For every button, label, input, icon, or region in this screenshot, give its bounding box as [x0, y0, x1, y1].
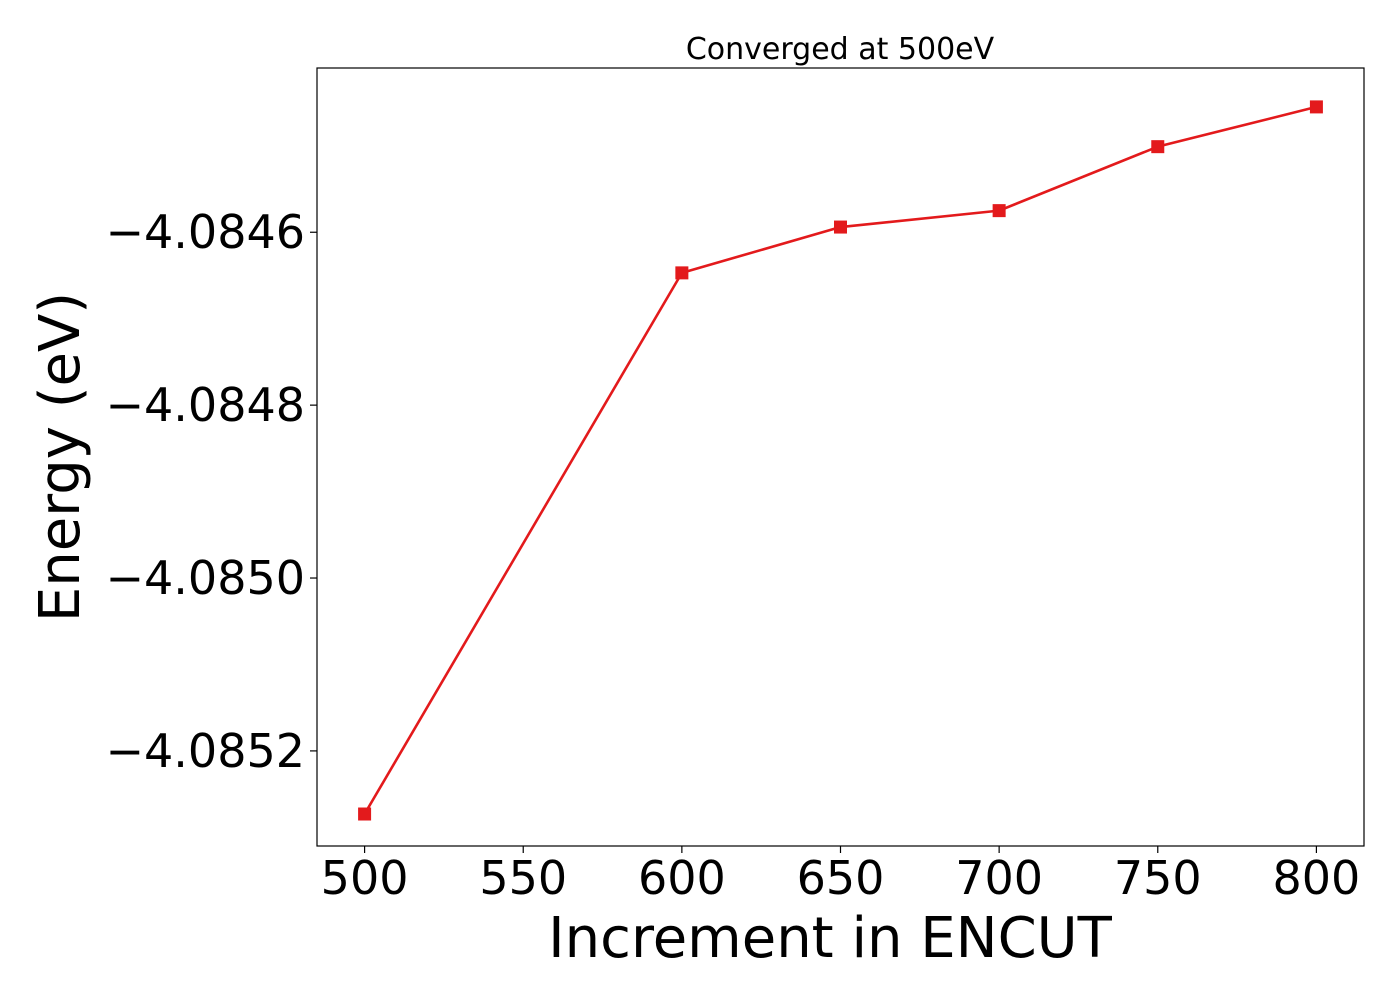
y-tick-label: −4.0850: [106, 551, 306, 605]
data-point: [834, 220, 847, 234]
chart-title: Converged at 500eV: [686, 32, 995, 67]
data-point: [358, 807, 372, 821]
data-point: [675, 266, 689, 280]
data-point: [1309, 100, 1323, 114]
x-tick-label: 600: [638, 851, 726, 905]
x-tick-label: 650: [797, 851, 885, 905]
y-tick-label: −4.0846: [106, 205, 306, 259]
y-axis: −4.0846 −4.0848 −4.0850 −4.0852: [106, 205, 317, 778]
x-tick-label: 800: [1273, 851, 1361, 905]
data-point: [992, 204, 1006, 218]
y-axis-label: Energy (eV): [28, 292, 93, 622]
data-point: [1151, 140, 1165, 154]
x-tick-label: 700: [955, 851, 1043, 905]
series-line: [363, 105, 1317, 815]
plot-frame: [316, 67, 1365, 847]
x-axis: 500 550 600 650 700 750 800: [321, 846, 1361, 905]
x-tick-label: 500: [321, 851, 409, 905]
series-layer: [358, 100, 1323, 821]
y-tick-label: −4.0848: [106, 378, 306, 432]
x-axis-label: Increment in ENCUT: [548, 906, 1113, 971]
y-tick-label: −4.0852: [106, 724, 306, 778]
x-tick-label: 550: [479, 851, 567, 905]
x-tick-label: 750: [1114, 851, 1202, 905]
